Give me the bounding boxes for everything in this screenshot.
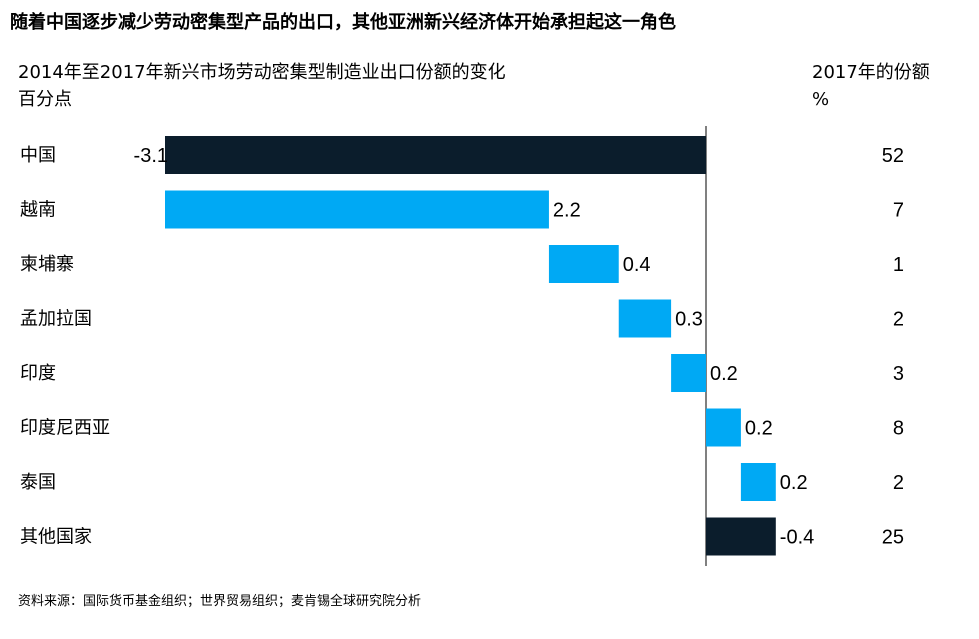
- chart-marks: 中国 -3.1 52 越南 2.2 7 柬埔寨 0.4 1 孟加拉国 0.3 2 印度 0.2 3 印度尼西亚…: [20, 136, 904, 556]
- share-value: 52: [882, 145, 904, 167]
- bar: [706, 517, 776, 556]
- category-label: 中国: [20, 145, 56, 166]
- category-label: 越南: [20, 200, 56, 221]
- bar: [618, 299, 672, 338]
- share-value: 2: [893, 309, 904, 331]
- value-label: -0.4: [780, 527, 814, 549]
- headline: 随着中国逐步减少劳动密集型产品的出口，其他亚洲新兴经济体开始承担起这一角色: [10, 11, 676, 33]
- category-label: 印度尼西亚: [20, 418, 110, 439]
- source-note: 资料来源：国际货币基金组织；世界贸易组织；麦肯锡全球研究院分析: [18, 593, 421, 609]
- share-value: 25: [882, 527, 904, 549]
- share-value: 3: [893, 363, 904, 385]
- bar: [165, 136, 706, 174]
- share-header-unit: %: [812, 89, 829, 110]
- value-label: 0.3: [675, 309, 703, 331]
- category-label: 柬埔寨: [20, 254, 74, 275]
- category-label: 其他国家: [20, 527, 92, 548]
- share-value: 2: [893, 472, 904, 494]
- category-label: 印度: [20, 363, 56, 384]
- category-label: 孟加拉国: [20, 309, 92, 330]
- bar: [548, 245, 619, 283]
- bar: [706, 408, 741, 447]
- value-label: 2.2: [553, 200, 581, 222]
- bar: [671, 354, 706, 392]
- value-label: 0.2: [780, 472, 808, 494]
- value-label: 0.4: [623, 254, 651, 276]
- bar: [740, 463, 776, 501]
- unit-label: 百分点: [18, 89, 72, 110]
- bar: [165, 190, 549, 229]
- share-value: 8: [893, 418, 904, 440]
- value-label: -3.1: [134, 145, 168, 167]
- share-value: 7: [893, 200, 904, 222]
- category-label: 泰国: [20, 472, 56, 493]
- value-label: 0.2: [745, 418, 773, 440]
- chart-title: 2014年至2017年新兴市场劳动密集型制造业出口份额的变化: [18, 62, 506, 83]
- share-header: 2017年的份额: [812, 62, 930, 83]
- share-value: 1: [893, 254, 904, 276]
- value-label: 0.2: [710, 363, 738, 385]
